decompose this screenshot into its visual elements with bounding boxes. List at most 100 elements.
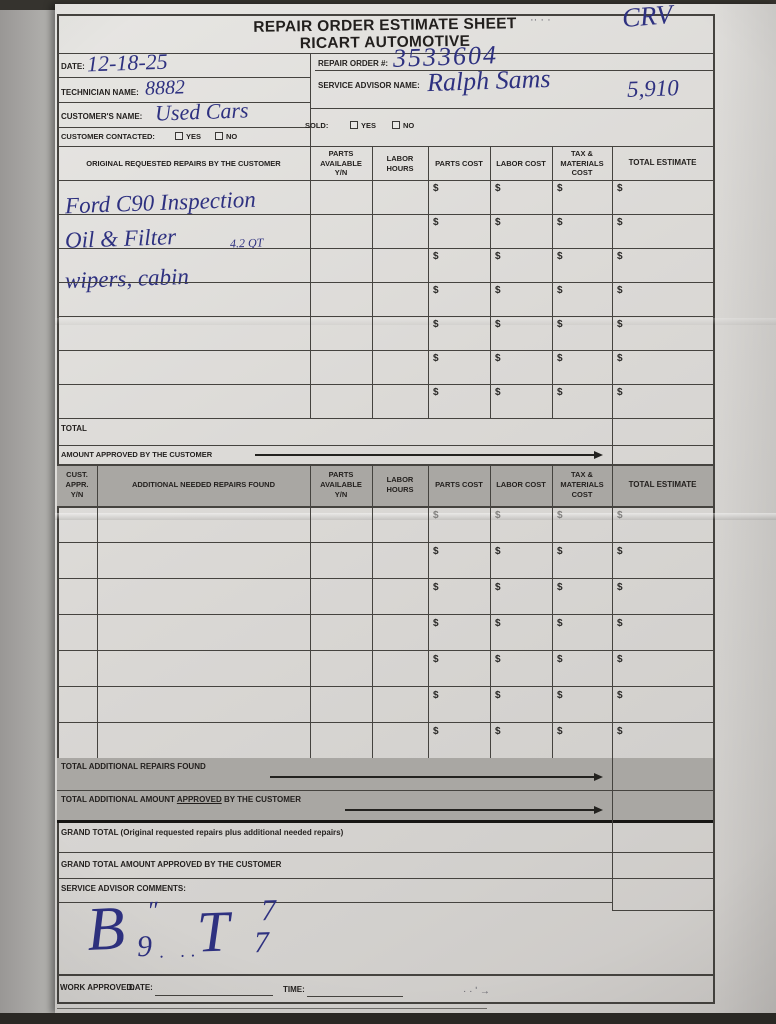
table2-row-line	[57, 722, 713, 724]
sold-yes-label: YES	[361, 121, 377, 130]
technician-underline	[57, 102, 310, 104]
approved-row-top	[57, 445, 713, 447]
grand-total-bottom	[57, 852, 713, 854]
dollar-sign: $	[495, 251, 501, 262]
technician-value-handwritten: 8882	[144, 76, 186, 100]
contacted-no-checkbox	[215, 132, 223, 140]
technician-label: TECHNICIAN NAME:	[61, 88, 139, 97]
dollar-sign: $	[557, 353, 563, 364]
table1-row-line	[57, 350, 713, 352]
col-parts-available: PARTS AVAILABLE Y/N	[320, 148, 362, 178]
sold-no-label: NO	[403, 121, 415, 130]
work-approved-label: WORK APPROVED:	[60, 983, 135, 992]
table2-custappr-rule	[97, 464, 99, 758]
total-additional-band	[57, 758, 713, 790]
dollar-sign: $	[495, 582, 501, 593]
dollar-sign: $	[557, 319, 563, 330]
col-cust-appr: CUST. APPR. Y/N	[65, 470, 89, 499]
shadow-top-strip	[0, 0, 776, 5]
repair-line-2-handwritten: Oil & Filter	[64, 224, 177, 253]
label-pre: TOTAL ADDITIONAL AMOUNT	[61, 795, 177, 804]
grand-total-approved-bottom	[57, 878, 713, 880]
table2-row-line	[57, 578, 713, 580]
dollar-sign: $	[617, 582, 623, 593]
dollar-sign: $	[617, 690, 623, 701]
dollar-sign: $	[495, 353, 501, 364]
grand-total-thick-line	[57, 820, 713, 823]
table1-header-bottom	[57, 180, 713, 182]
table1-header-top	[57, 146, 713, 148]
amount-approved-label: AMOUNT APPROVED BY THE CUSTOMER	[61, 450, 213, 459]
work-time-label: TIME:	[283, 985, 305, 994]
customer-underline	[57, 127, 310, 129]
dollar-sign: $	[495, 618, 501, 629]
dollar-sign: $	[433, 251, 439, 262]
dollar-sign: $	[617, 285, 623, 296]
dollar-sign: $	[617, 353, 623, 364]
paper-sheet: REPAIR ORDER ESTIMATE SHEET RICART AUTOM…	[55, 0, 776, 1014]
date-label: DATE:	[61, 62, 85, 71]
col2-labor-cost: LABOR COST	[496, 480, 546, 490]
col-original-repairs: ORIGINAL REQUESTED REPAIRS BY THE CUSTOM…	[86, 158, 281, 168]
total-additional-arrow	[270, 773, 603, 780]
label-post: BY THE CUSTOMER	[221, 795, 302, 804]
dollar-sign: $	[557, 217, 563, 228]
grand-total-label: GRAND TOTAL (Original requested repairs …	[61, 828, 344, 837]
bands-column-rule	[612, 758, 614, 878]
shadow-bottom-strip	[0, 1013, 776, 1024]
dollar-sign: $	[617, 726, 623, 737]
dollar-sign: $	[433, 654, 439, 665]
band-divider	[57, 790, 713, 792]
dollar-sign: $	[557, 726, 563, 737]
label-approved-underlined: APPROVED	[176, 795, 222, 804]
dollar-sign: $	[495, 319, 501, 330]
table2-column-rule	[428, 464, 430, 758]
pen-dots-bottom: · · ʹ →	[463, 986, 490, 997]
dollar-sign: $	[495, 510, 501, 521]
total-additional-label: TOTAL ADDITIONAL REPAIRS FOUND	[61, 762, 206, 771]
table1-column-rule	[490, 146, 492, 418]
dollar-sign: $	[557, 618, 563, 629]
repair-order-underline	[315, 70, 713, 72]
service-advisor-label: SERVICE ADVISOR NAME:	[318, 81, 420, 90]
dollar-sign: $	[617, 618, 623, 629]
form-top-border	[57, 14, 713, 16]
dollar-sign: $	[495, 183, 501, 194]
form-bottom-border	[57, 1002, 713, 1005]
table2-column-rule	[490, 464, 492, 758]
advisor-underline	[310, 108, 713, 110]
table1-row-line	[57, 384, 713, 386]
dollar-sign: $	[495, 546, 501, 557]
dollar-sign: $	[433, 510, 439, 521]
table2-row-line	[57, 650, 713, 652]
dollar-sign: $	[557, 285, 563, 296]
table2-row-line	[57, 542, 713, 544]
table2-header-bottom	[57, 506, 713, 508]
table2-row-line	[57, 686, 713, 688]
amount-approved-arrow	[255, 451, 603, 458]
fold-crease-upper	[55, 318, 776, 325]
work-date-label: DATE:	[129, 983, 153, 992]
comments-row-bottom	[57, 902, 612, 904]
dollar-sign: $	[557, 387, 563, 398]
dollar-sign: $	[433, 319, 439, 330]
table2-column-rule	[552, 464, 554, 758]
sold-label: SOLD:	[305, 121, 329, 130]
handwritten-vehicle-note: CRV	[620, 0, 674, 34]
col2-total-estimate: TOTAL ESTIMATE	[628, 479, 697, 489]
dollar-sign: $	[433, 353, 439, 364]
dollar-sign: $	[557, 582, 563, 593]
contacted-yes-label: YES	[186, 132, 202, 141]
total-label: TOTAL	[61, 424, 87, 433]
dollar-sign: $	[557, 510, 563, 521]
col-total-estimate: TOTAL ESTIMATE	[628, 158, 697, 168]
dollar-sign: $	[433, 726, 439, 737]
service-advisor-comments-label: SERVICE ADVISOR COMMENTS:	[61, 884, 186, 893]
total-additional-approved-band	[57, 791, 713, 820]
total-additional-approved-arrow	[345, 806, 603, 813]
table1-column-rule	[552, 146, 554, 418]
table1-column-rule	[372, 146, 374, 418]
col-tax-materials: TAX & MATERIALS COST	[560, 148, 604, 178]
form-bottom-border-2	[57, 1008, 487, 1009]
form-left-border	[57, 14, 59, 1004]
